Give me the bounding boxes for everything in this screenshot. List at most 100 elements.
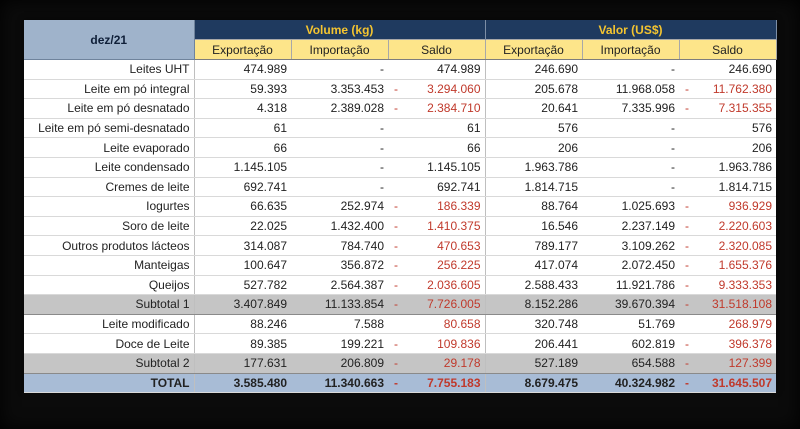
negative-sign: - [394, 219, 398, 234]
volume-exportacao-cell: 474.989 [194, 59, 291, 80]
product-name: Leites UHT [24, 59, 195, 80]
valor-exportacao-cell: 2.588.433 [485, 275, 582, 296]
table-row: Leite em pó semi-desnatado 61-61 576-576 [24, 118, 776, 139]
volume-saldo-cell: - 109.836 [388, 333, 486, 354]
negative-sign: - [685, 258, 689, 273]
saldo-value: 1.145.105 [427, 160, 481, 175]
product-name: Manteigas [24, 255, 195, 276]
saldo-value: 3.294.060 [427, 81, 481, 96]
volume-importacao-header: Importação [290, 39, 389, 60]
table-body: Leites UHT 474.989-474.989 246.690-246.690… [24, 59, 776, 394]
volume-importacao-cell: 252.974 [291, 196, 388, 217]
saldo-value: 186.339 [437, 199, 481, 214]
negative-sign: - [685, 199, 689, 214]
table-row: Outros produtos lácteos 314.087 784.740-47… [24, 235, 776, 256]
valor-saldo-cell: 246.690 [679, 59, 776, 80]
volume-importacao-cell: 2.564.387 [291, 275, 388, 296]
subtotal-row: Subtotal 1 3.407.849 11.133.854-7.726.005 8… [24, 294, 776, 315]
volume-exportacao-cell: 1.145.105 [194, 157, 291, 178]
valor-saldo-cell: - 396.378 [679, 333, 776, 354]
volume-importacao-cell: 784.740 [291, 235, 388, 256]
negative-sign: - [394, 258, 398, 273]
valor-exportacao-cell: 205.678 [485, 79, 582, 100]
saldo-value: 396.378 [728, 336, 772, 351]
volume-exportacao-header: Exportação [193, 39, 292, 60]
saldo-value: 256.225 [437, 258, 481, 273]
volume-exportacao-cell: 4.318 [194, 98, 291, 119]
valor-saldo-cell: - 936.929 [679, 196, 776, 217]
volume-saldo-cell: 1.145.105 [388, 157, 486, 178]
volume-saldo-cell: - 470.653 [388, 235, 486, 256]
product-name: Leite em pó semi-desnatado [24, 118, 195, 139]
volume-exportacao-cell: 89.385 [194, 333, 291, 354]
saldo-value: 936.929 [728, 199, 772, 214]
valor-importacao-cell: 2.072.450 [582, 255, 679, 276]
table-row: Leite em pó integral 59.393 3.353.453-3.29… [24, 79, 776, 100]
saldo-value: 127.399 [728, 356, 772, 371]
volume-importacao-cell: 3.353.453 [291, 79, 388, 100]
table-row: Iogurtes 66.635 252.974-186.339 88.764 1.025… [24, 196, 776, 217]
product-name: Leite condensado [24, 157, 195, 178]
volume-importacao-cell: - [291, 137, 388, 158]
valor-importacao-cell: - [582, 59, 679, 80]
valor-importacao-cell: 3.109.262 [582, 235, 679, 256]
valor-importacao-cell: 51.769 [582, 314, 679, 335]
valor-exportacao-cell: 206.441 [485, 333, 582, 354]
valor-exportacao-cell: 320.748 [485, 314, 582, 335]
volume-saldo-cell: 61 [388, 118, 486, 139]
valor-importacao-cell: 654.588 [582, 352, 679, 374]
valor-importacao-cell: 39.670.394 [582, 294, 679, 315]
negative-sign: - [685, 101, 689, 116]
valor-exportacao-cell: 789.177 [485, 235, 582, 256]
volume-exportacao-cell: 3.585.480 [194, 372, 291, 394]
volume-exportacao-cell: 66.635 [194, 196, 291, 217]
volume-exportacao-cell: 61 [194, 118, 291, 139]
volume-exportacao-cell: 3.407.849 [194, 294, 291, 315]
valor-importacao-cell: 602.819 [582, 333, 679, 354]
volume-importacao-cell: - [291, 177, 388, 198]
valor-importacao-cell: 2.237.149 [582, 216, 679, 237]
saldo-value: 2.320.085 [718, 238, 772, 253]
valor-importacao-cell: - [582, 157, 679, 178]
valor-saldo-cell: - 7.315.355 [679, 98, 776, 119]
valor-exportacao-cell: 8.152.286 [485, 294, 582, 315]
volume-saldo-cell: - 256.225 [388, 255, 486, 276]
saldo-value: 31.645.507 [711, 375, 772, 390]
valor-saldo-cell: - 1.655.376 [679, 255, 776, 276]
valor-saldo-cell: 1.963.786 [679, 157, 776, 178]
volume-saldo-cell: 474.989 [388, 59, 486, 80]
volume-exportacao-cell: 66 [194, 137, 291, 158]
valor-saldo-cell: 1.814.715 [679, 177, 776, 198]
volume-saldo-cell: 80.658 [388, 314, 486, 335]
valor-exportacao-cell: 20.641 [485, 98, 582, 119]
volume-saldo-cell: 66 [388, 137, 486, 158]
valor-saldo-header: Saldo [678, 39, 777, 60]
negative-sign: - [685, 297, 689, 312]
volume-importacao-cell: 206.809 [291, 352, 388, 374]
product-name: Subtotal 2 [24, 352, 195, 374]
saldo-value: 246.690 [728, 62, 772, 77]
saldo-value: 61 [467, 121, 481, 136]
saldo-value: 2.036.605 [427, 277, 481, 292]
negative-sign: - [685, 336, 689, 351]
valor-saldo-cell: - 2.320.085 [679, 235, 776, 256]
negative-sign: - [394, 336, 398, 351]
product-name: Leite em pó integral [24, 79, 195, 100]
valor-importacao-cell: 11.921.786 [582, 275, 679, 296]
volume-importacao-cell: - [291, 118, 388, 139]
table-row: Leite condensado 1.145.105-1.145.105 1.963… [24, 157, 776, 178]
volume-saldo-cell: - 3.294.060 [388, 79, 486, 100]
table-row: Doce de Leite 89.385 199.221-109.836 206.44… [24, 333, 776, 354]
valor-importacao-header: Importação [581, 39, 680, 60]
table-row: Soro de leite 22.025 1.432.400-1.410.375 16… [24, 216, 776, 237]
saldo-value: 80.658 [443, 317, 481, 332]
valor-exportacao-cell: 88.764 [485, 196, 582, 217]
total-row: TOTAL 3.585.480 11.340.663-7.755.183 8.679.… [24, 372, 776, 394]
volume-saldo-cell: - 2.384.710 [388, 98, 486, 119]
period-header: dez/21 [24, 20, 195, 60]
saldo-value: 1.814.715 [718, 179, 772, 194]
product-name: Leite em pó desnatado [24, 98, 195, 119]
valor-saldo-cell: 206 [679, 137, 776, 158]
volume-exportacao-cell: 177.631 [194, 352, 291, 374]
